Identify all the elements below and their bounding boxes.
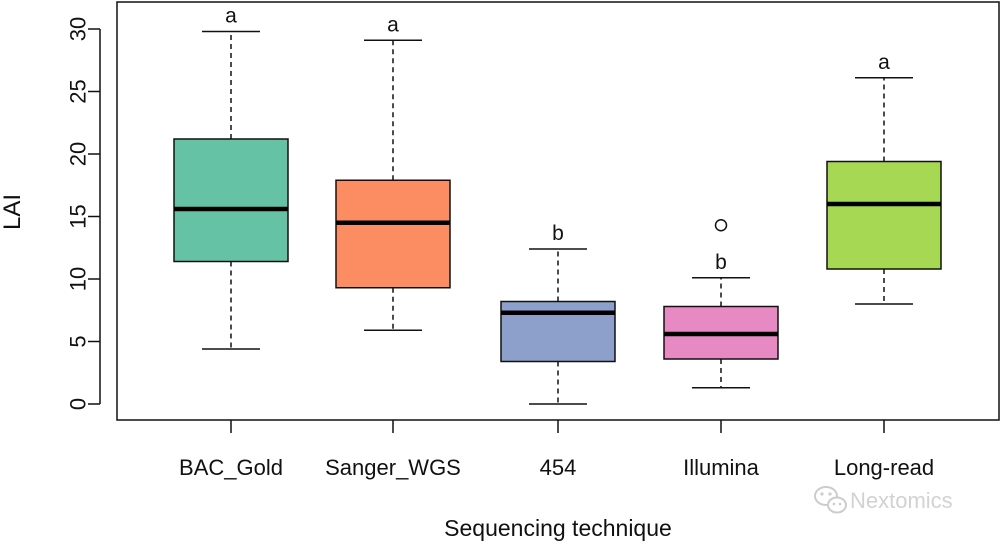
watermark: Nextomics [814, 486, 953, 514]
x-tick-label: Sanger_WGS [325, 455, 461, 480]
x-tick-label: 454 [540, 455, 577, 480]
y-tick-label: 25 [66, 79, 91, 103]
box-long-read: a [826, 51, 942, 305]
box-454: b [500, 222, 616, 405]
group-letter: a [878, 51, 890, 74]
x-tick-label: Illumina [683, 455, 760, 480]
y-tick-label: 20 [66, 142, 91, 166]
box-sanger-wgs: a [335, 13, 451, 331]
x-axis-ticks: BAC_Gold Sanger_WGS 454 Illumina Long-read [179, 420, 934, 480]
box-rect [173, 138, 289, 263]
box-rect [335, 179, 451, 289]
box-rect [826, 160, 942, 270]
group-letter: a [225, 5, 237, 28]
y-tick-label: 30 [66, 17, 91, 41]
wechat-icon [814, 486, 847, 514]
y-tick-label: 10 [66, 267, 91, 291]
x-axis-title: Sequencing technique [444, 515, 672, 541]
y-tick-label: 5 [66, 335, 91, 347]
x-tick-label: BAC_Gold [179, 455, 283, 480]
boxes-layer: a a b b a [173, 5, 942, 405]
y-axis-ticks: 0 5 10 15 20 25 30 [66, 17, 100, 410]
box-bac-gold: a [173, 5, 289, 350]
group-letter: a [387, 13, 399, 36]
box-illumina: b [663, 219, 779, 389]
y-axis-title: LAI [0, 194, 26, 230]
outlier-point [714, 219, 728, 232]
y-tick-label: 15 [66, 204, 91, 228]
y-tick-label: 0 [66, 398, 91, 410]
group-letter: b [552, 222, 564, 245]
x-tick-label: Long-read [834, 455, 934, 480]
watermark-text: Nextomics [850, 488, 953, 513]
group-letter: b [715, 251, 727, 274]
